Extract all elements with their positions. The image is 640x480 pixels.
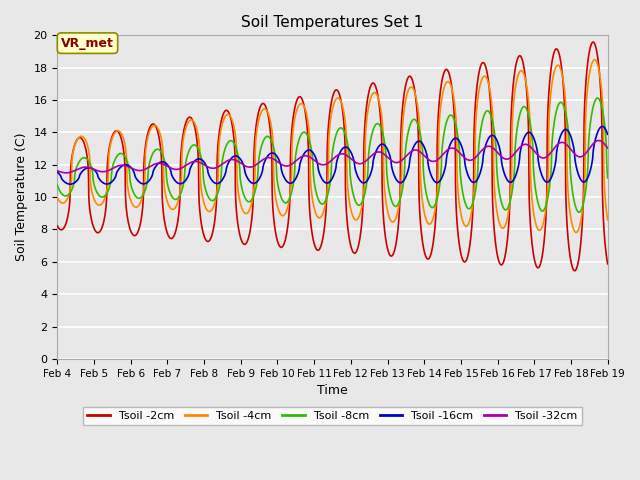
Line: Tsoil -8cm: Tsoil -8cm [58,98,607,212]
Tsoil -16cm [314,164,322,169]
Tsoil -32cm [595,138,602,144]
Tsoil -8cm [471,191,479,196]
Text: VR_met: VR_met [61,36,114,49]
Tsoil -2cm [54,223,61,229]
Tsoil -16cm [456,139,463,144]
Tsoil -2cm [574,262,582,267]
Y-axis label: Soil Temperature (C): Soil Temperature (C) [15,133,28,262]
Tsoil -32cm [241,163,248,168]
Tsoil -32cm [574,154,582,159]
Tsoil -4cm [574,228,582,234]
Tsoil -2cm [571,268,579,274]
Tsoil -32cm [54,168,61,174]
Tsoil -2cm [471,105,479,111]
Tsoil -4cm [591,57,598,63]
Tsoil -8cm [574,208,582,214]
Tsoil -16cm [241,166,248,171]
X-axis label: Time: Time [317,384,348,397]
Tsoil -32cm [471,155,479,161]
Line: Tsoil -4cm: Tsoil -4cm [58,60,607,232]
Line: Tsoil -16cm: Tsoil -16cm [58,126,607,184]
Tsoil -16cm [604,132,611,137]
Title: Soil Temperatures Set 1: Soil Temperatures Set 1 [241,15,424,30]
Tsoil -8cm [594,95,602,101]
Tsoil -4cm [456,203,463,209]
Tsoil -32cm [604,145,611,151]
Tsoil -2cm [580,104,588,110]
Tsoil -8cm [54,182,61,188]
Tsoil -2cm [589,39,597,45]
Tsoil -4cm [604,217,611,223]
Tsoil -8cm [575,209,583,215]
Tsoil -32cm [62,170,70,176]
Tsoil -4cm [572,229,580,235]
Line: Tsoil -32cm: Tsoil -32cm [58,141,607,173]
Tsoil -2cm [604,261,611,267]
Tsoil -8cm [456,151,463,156]
Legend: Tsoil -2cm, Tsoil -4cm, Tsoil -8cm, Tsoil -16cm, Tsoil -32cm: Tsoil -2cm, Tsoil -4cm, Tsoil -8cm, Tsoi… [83,407,582,425]
Tsoil -8cm [604,175,611,181]
Tsoil -16cm [54,169,61,175]
Line: Tsoil -2cm: Tsoil -2cm [58,42,607,271]
Tsoil -4cm [580,181,588,187]
Tsoil -2cm [456,244,463,250]
Tsoil -32cm [456,150,463,156]
Tsoil -8cm [314,195,322,201]
Tsoil -2cm [241,241,248,247]
Tsoil -32cm [580,152,588,157]
Tsoil -2cm [314,247,322,253]
Tsoil -8cm [241,193,248,199]
Tsoil -4cm [471,165,479,170]
Tsoil -4cm [241,210,248,216]
Tsoil -32cm [314,160,322,166]
Tsoil -16cm [598,123,606,129]
Tsoil -4cm [314,214,322,220]
Tsoil -16cm [580,179,588,185]
Tsoil -4cm [54,195,61,201]
Tsoil -16cm [574,169,582,175]
Tsoil -8cm [580,195,588,201]
Tsoil -16cm [471,179,479,185]
Tsoil -16cm [67,181,74,187]
